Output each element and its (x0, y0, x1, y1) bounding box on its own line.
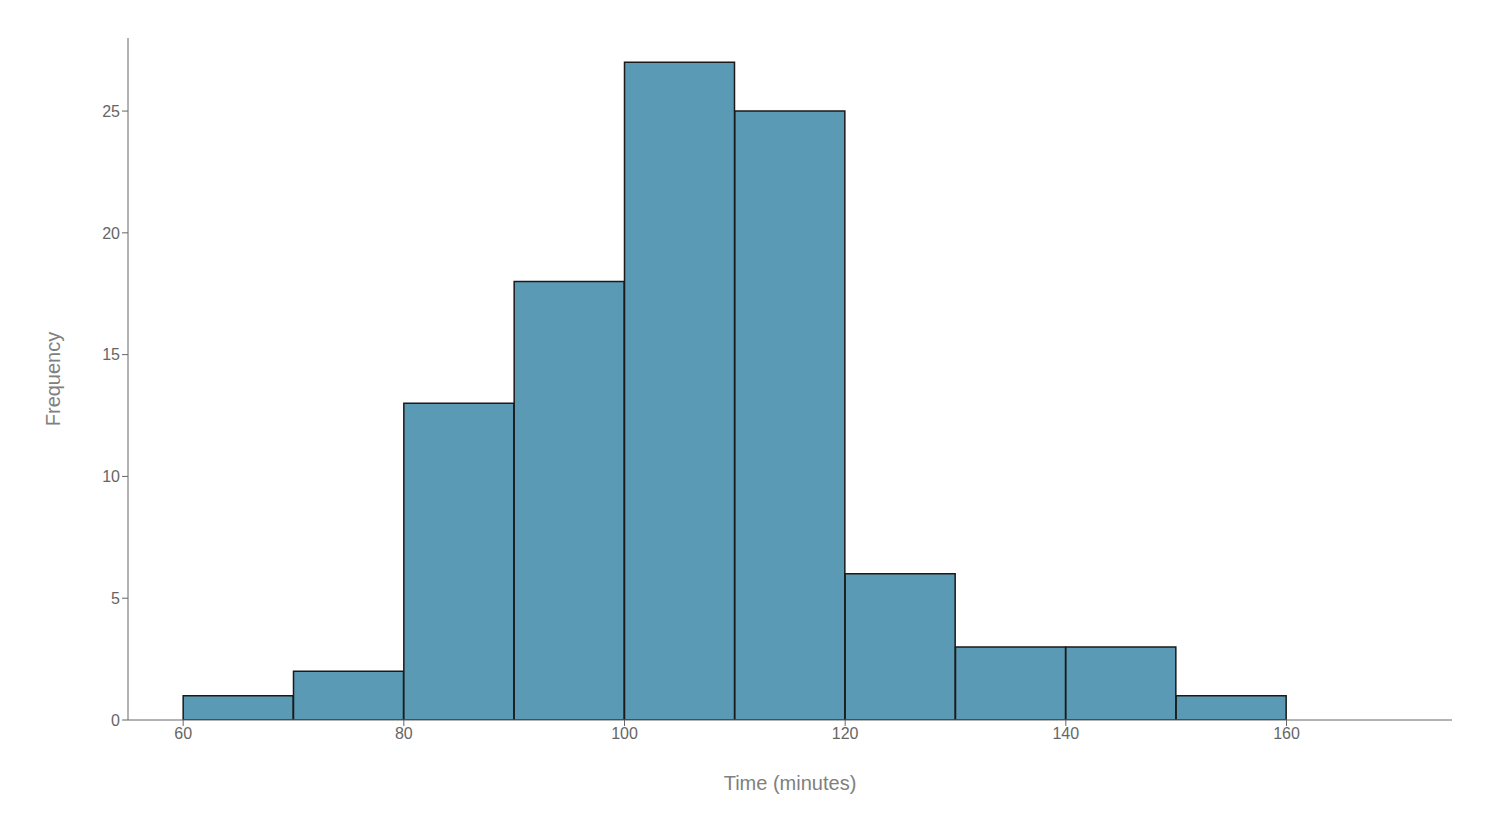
svg-text:140: 140 (1052, 725, 1079, 742)
svg-text:60: 60 (174, 725, 192, 742)
svg-text:120: 120 (832, 725, 859, 742)
svg-text:5: 5 (111, 590, 120, 607)
svg-text:0: 0 (111, 712, 120, 729)
svg-text:Time (minutes): Time (minutes) (724, 772, 857, 794)
svg-text:160: 160 (1273, 725, 1300, 742)
svg-text:25: 25 (102, 103, 120, 120)
svg-text:Frequency: Frequency (42, 332, 64, 427)
svg-text:100: 100 (611, 725, 638, 742)
svg-text:10: 10 (102, 468, 120, 485)
svg-text:15: 15 (102, 346, 120, 363)
svg-text:80: 80 (395, 725, 413, 742)
svg-text:20: 20 (102, 225, 120, 242)
